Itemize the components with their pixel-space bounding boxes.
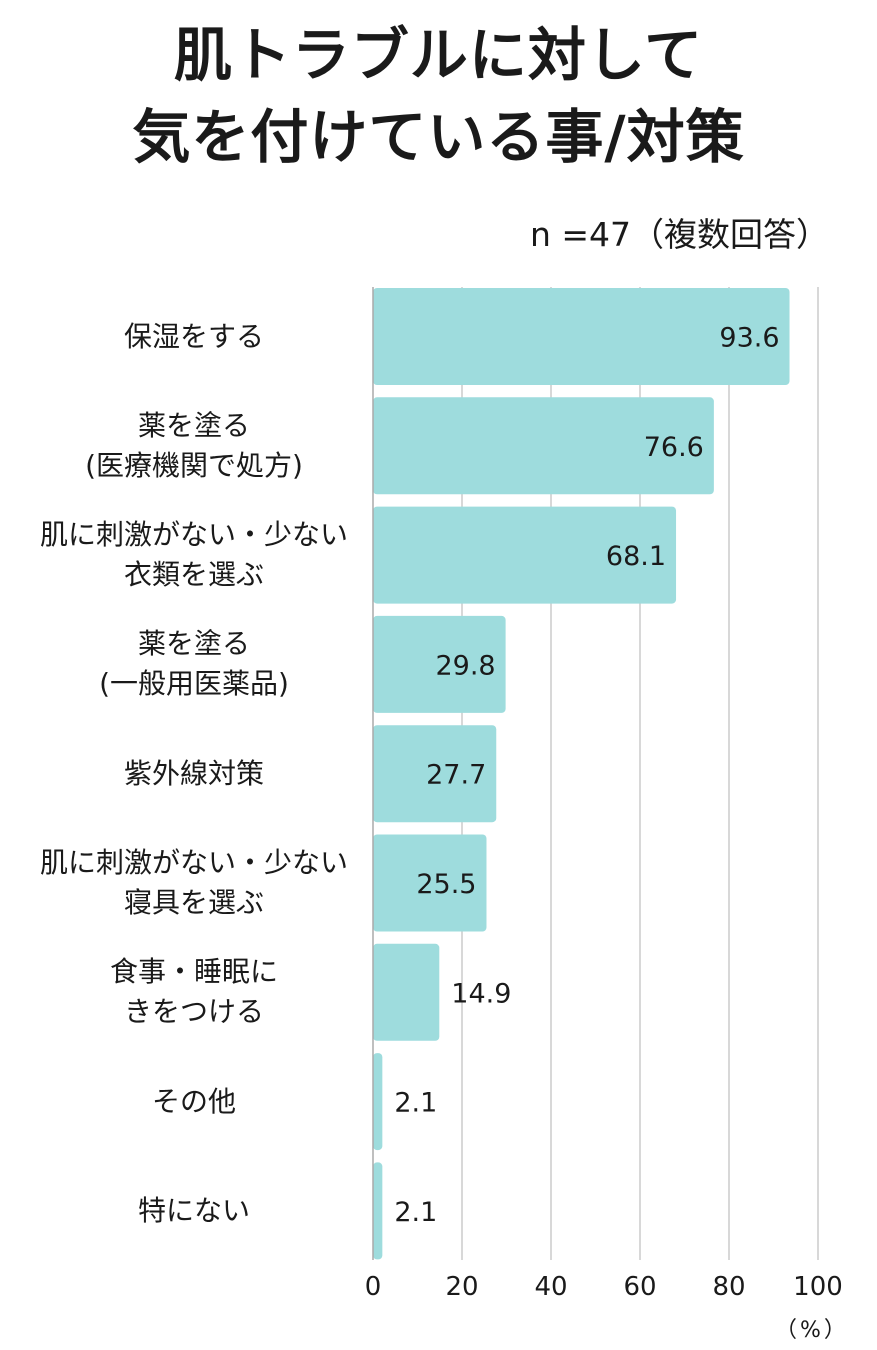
bar-4 xyxy=(373,615,506,713)
category-label-line: 食事・睡眠に xyxy=(109,955,278,989)
bar-7 xyxy=(373,943,440,1041)
bar-9 xyxy=(373,1162,383,1260)
bar-value-label-4: 29.8 xyxy=(435,650,495,681)
category-label-line: その他 xyxy=(151,1084,236,1118)
category-label: 肌に刺激がない・少ない 寝具を選ぶ xyxy=(14,843,374,923)
category-label-line: 衣類を選ぶ xyxy=(123,558,264,592)
x-tick-label-100: 100 xyxy=(793,1272,843,1302)
chart-title-line-2: 気を付けている事/対策 xyxy=(132,103,745,171)
category-label-line: 肌に刺激がない・少ない xyxy=(39,518,348,552)
bar-value-label-2: 76.6 xyxy=(644,432,704,463)
category-label-line: (一般用医薬品) xyxy=(99,667,289,701)
x-tick-label-60: 60 xyxy=(623,1272,656,1302)
category-label: 薬を塗る (医療機関で処方) xyxy=(14,406,374,486)
category-label-line: きをつける xyxy=(123,995,264,1029)
chart-title-line-1: 肌トラブルに対して xyxy=(173,21,704,89)
bar-value-label-8: 2.1 xyxy=(394,1088,437,1119)
bar-3 xyxy=(373,506,677,604)
category-label-line: 寝具を選ぶ xyxy=(123,886,264,919)
bar-value-label-1: 93.6 xyxy=(719,323,779,354)
bar-5 xyxy=(373,725,497,823)
category-label: 保湿をする xyxy=(14,317,374,357)
category-label-line: 肌に刺激がない・少ない xyxy=(39,846,348,879)
x-tick-label-80: 80 xyxy=(712,1272,745,1302)
category-label-line: 薬を塗る xyxy=(137,408,250,442)
category-label: その他 xyxy=(14,1082,374,1122)
category-label: 肌に刺激がない・少ない 衣類を選ぶ xyxy=(14,515,374,595)
bar-2 xyxy=(373,397,714,495)
x-tick-label-40: 40 xyxy=(534,1272,567,1302)
x-tick-label-20: 20 xyxy=(445,1272,478,1302)
sample-size-note: n =47（複数回答） xyxy=(529,215,829,254)
bar-6 xyxy=(373,834,487,932)
bar-1 xyxy=(373,288,790,385)
category-label: 紫外線対策 xyxy=(14,754,374,794)
category-label-line: (医療機関で処方) xyxy=(85,448,303,482)
category-label-line: 保湿をする xyxy=(123,319,264,353)
category-label: 特にない xyxy=(14,1191,374,1231)
x-tick-label-0: 0 xyxy=(365,1272,382,1302)
bar-value-label-7: 14.9 xyxy=(451,978,511,1009)
category-label-line: 薬を塗る xyxy=(137,627,250,661)
category-label: 食事・睡眠に きをつける xyxy=(14,952,374,1032)
category-label-line: 紫外線対策 xyxy=(123,756,264,790)
category-label-line: 特にない xyxy=(137,1193,250,1227)
bar-8 xyxy=(373,1053,383,1151)
x-axis-unit-label: （%） xyxy=(775,1318,849,1343)
bar-value-label-6: 25.5 xyxy=(416,869,476,900)
bar-value-label-3: 68.1 xyxy=(606,541,666,572)
category-label: 薬を塗る (一般用医薬品) xyxy=(14,624,374,704)
bar-value-label-9: 2.1 xyxy=(394,1197,437,1228)
bar-value-label-5: 27.7 xyxy=(426,760,486,791)
